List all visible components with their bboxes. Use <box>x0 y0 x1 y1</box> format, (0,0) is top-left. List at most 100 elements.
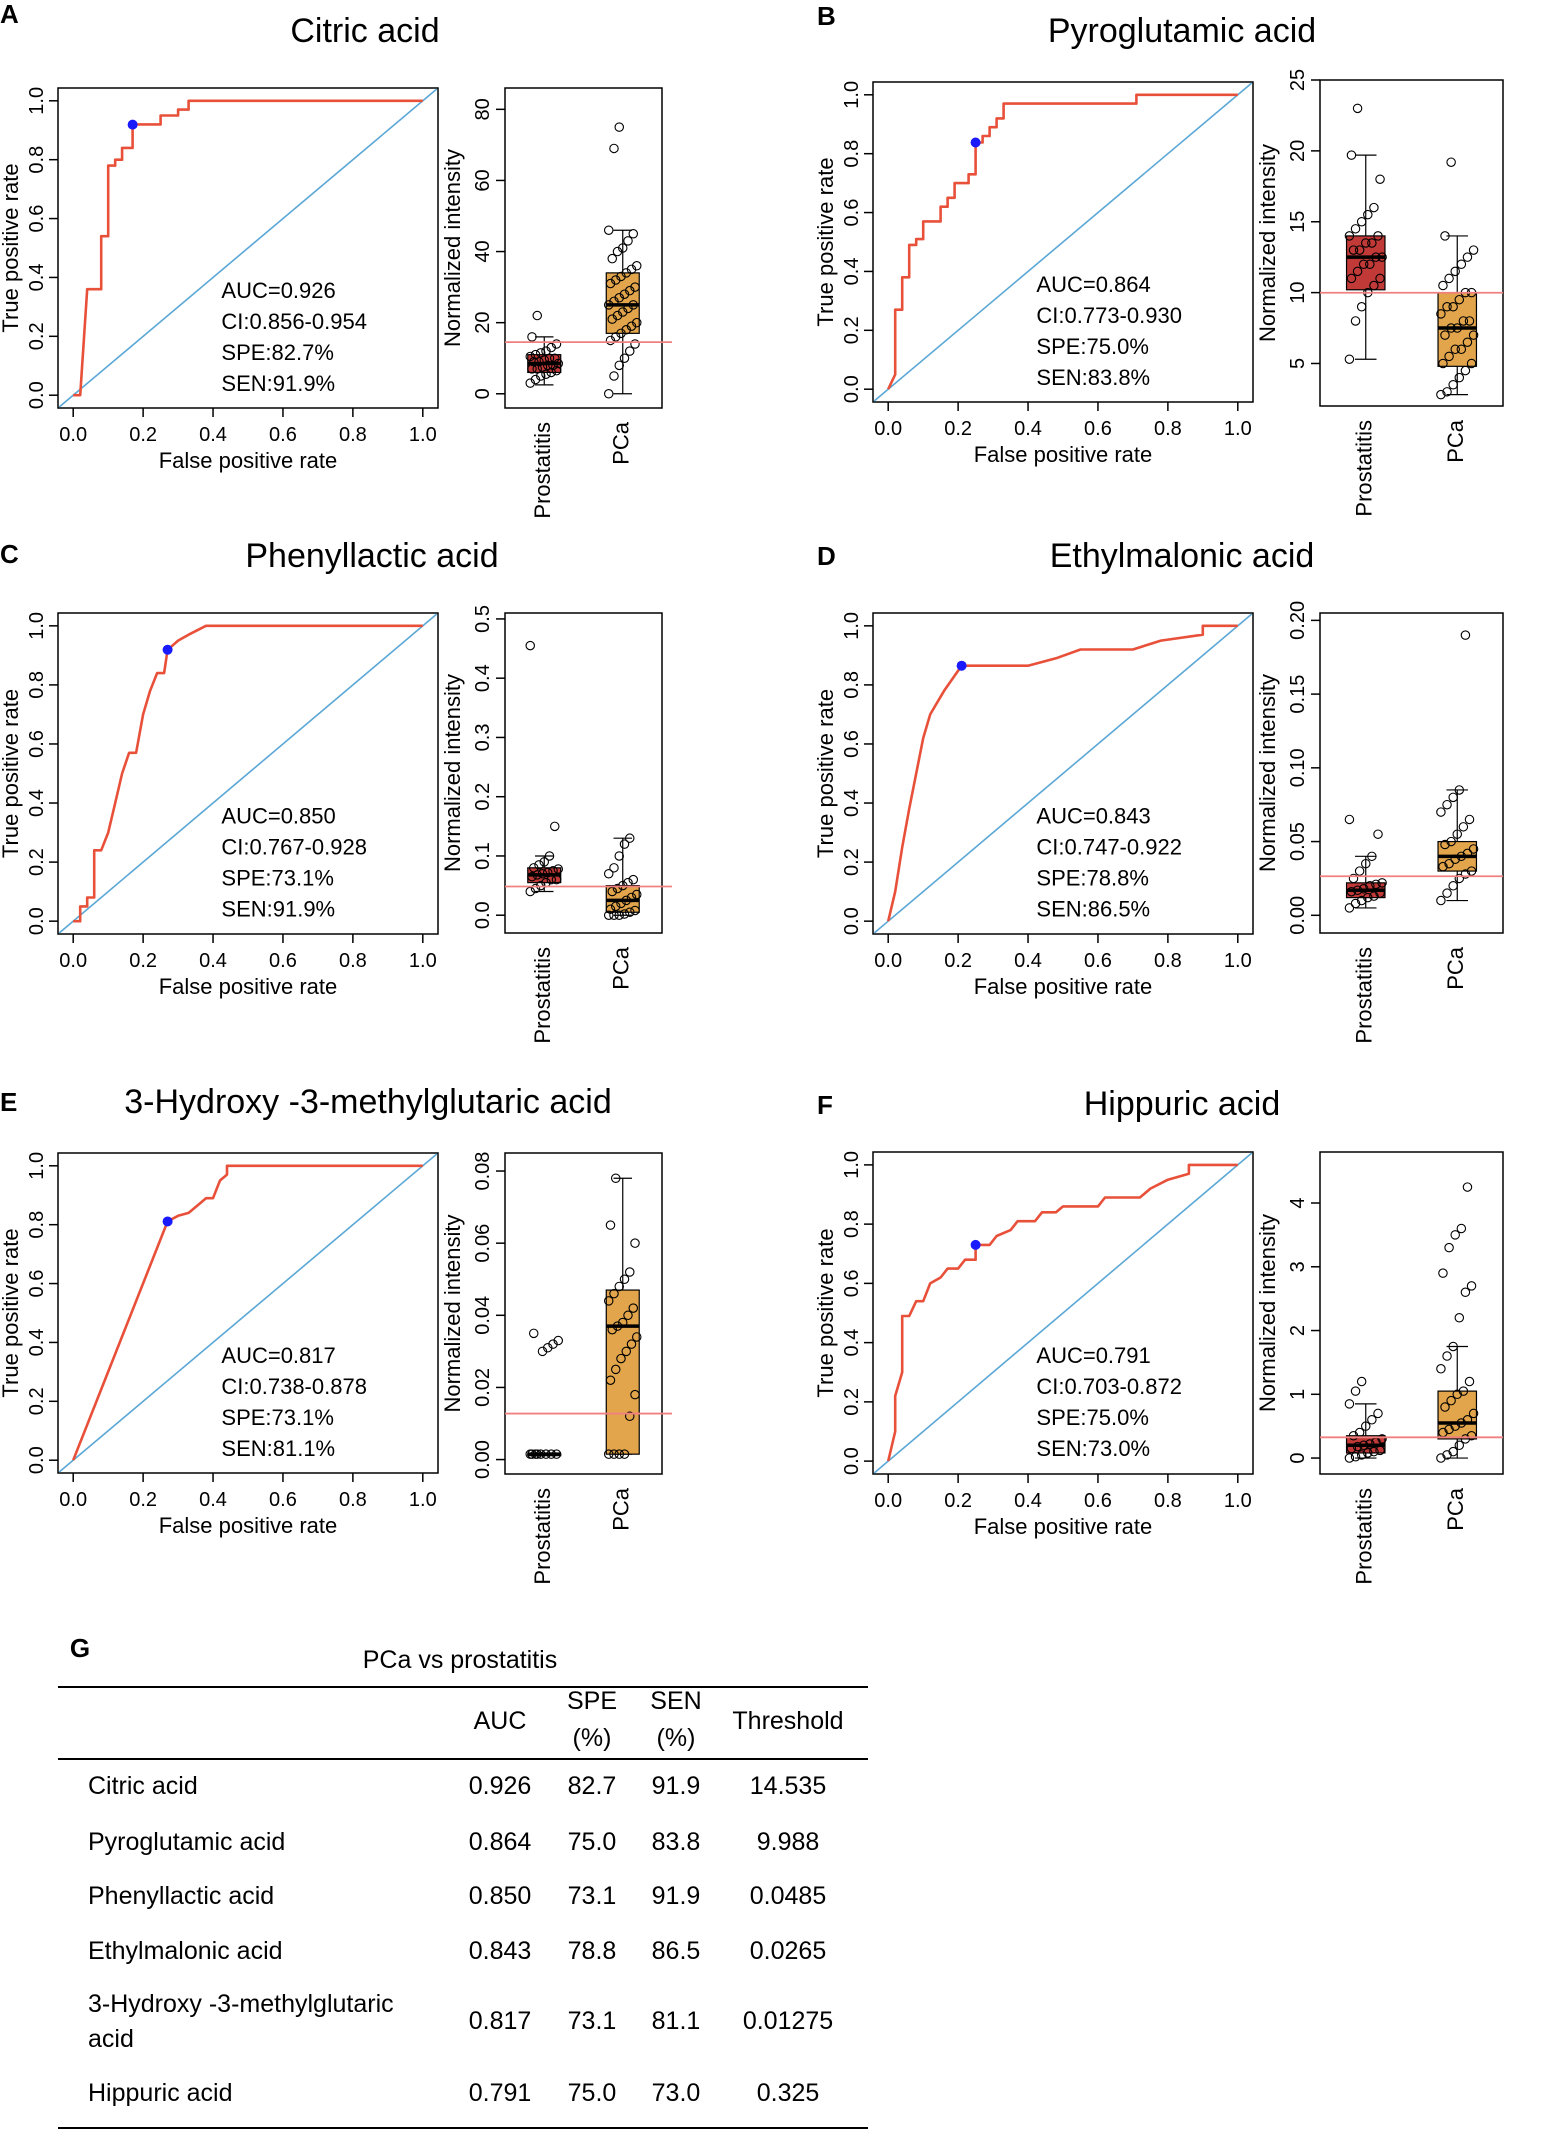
data-point <box>1462 1182 1473 1192</box>
data-point <box>609 1449 619 1459</box>
group-label: PCa <box>1443 1487 1468 1531</box>
group-label: Prostatitis <box>1352 420 1377 517</box>
data-point <box>621 1346 632 1357</box>
data-point <box>1369 202 1379 213</box>
pca-box-group: PCa <box>1436 157 1479 463</box>
data-point <box>630 1389 640 1400</box>
data-point <box>628 874 639 885</box>
data-point <box>1442 799 1452 810</box>
data-point <box>1450 344 1460 355</box>
data-point <box>623 1310 633 1321</box>
threshold-cell: 0.0485 <box>750 1882 826 1910</box>
data-point <box>525 640 535 651</box>
y-tick-label: 0.02 <box>472 1368 494 1407</box>
y-tick-label: 0.00 <box>1287 896 1309 935</box>
spe-cell: 82.7 <box>568 1772 617 1800</box>
data-point <box>1350 316 1361 326</box>
data-point <box>1348 1430 1359 1441</box>
data-point <box>623 303 633 314</box>
data-point <box>1458 1386 1469 1396</box>
y-tick-label: 0.6 <box>841 199 863 227</box>
x-tick-label: 0.6 <box>269 950 297 972</box>
data-point <box>612 310 623 321</box>
data-point <box>1369 280 1379 291</box>
threshold-cell: 0.0265 <box>750 1937 826 1965</box>
data-point <box>1444 1424 1454 1435</box>
y-tick-label: 1.0 <box>841 1151 863 1179</box>
y-tick-label: 25 <box>1287 69 1309 91</box>
y-axis-label: Normalized intensity <box>440 674 465 872</box>
data-point <box>1354 866 1365 876</box>
x-axis-label: False positive rate <box>974 442 1153 467</box>
x-tick-label: 0.8 <box>1154 1490 1182 1512</box>
x-tick-label: 0.2 <box>129 950 157 972</box>
y-tick-label: 0.8 <box>841 671 863 699</box>
sen-cell: 73.0 <box>652 2079 701 2107</box>
data-point <box>1358 884 1369 894</box>
y-tick-label: 0.4 <box>26 264 48 292</box>
panel-letter: D <box>817 541 836 571</box>
E-boxplot: 0.00 0.02 0.04 0.06 0.08 Normalized intensity… <box>440 1152 672 1585</box>
data-point <box>632 261 642 271</box>
boxplot-frame <box>504 1152 663 1475</box>
data-point <box>1444 273 1454 284</box>
data-point <box>1456 259 1467 270</box>
data-point <box>528 863 539 873</box>
data-point <box>1454 372 1465 383</box>
data-point <box>1436 309 1446 319</box>
data-point <box>1344 814 1355 825</box>
table-row: Hippuric acid 0.791 75.0 73.0 0.325 <box>88 2079 819 2107</box>
data-point <box>1448 1341 1458 1352</box>
data-point <box>623 236 633 246</box>
data-point <box>1373 231 1383 241</box>
data-point <box>632 889 642 900</box>
pca-box-group: PCa <box>603 833 642 990</box>
y-tick-label: 0.00 <box>472 1440 494 1479</box>
data-point <box>626 1339 637 1349</box>
data-point <box>614 360 624 371</box>
auc-label: AUC=0.791 <box>1036 1343 1150 1368</box>
data-point <box>1464 316 1475 326</box>
data-point <box>1367 238 1377 248</box>
row-name: Pyroglutamic acid <box>88 1828 285 1856</box>
data-point <box>1448 302 1458 312</box>
prostatitis-box-group: Prostatitis <box>525 640 564 1044</box>
data-point <box>1466 1281 1477 1291</box>
data-point <box>548 866 558 876</box>
y-tick-label: 1 <box>1287 1389 1309 1400</box>
sen-cell: 83.8 <box>652 1828 701 1856</box>
data-point <box>617 243 628 253</box>
x-axis-label: False positive rate <box>974 974 1153 999</box>
data-point <box>546 342 557 353</box>
data-point <box>1438 1268 1448 1278</box>
data-point <box>605 904 616 915</box>
y-tick-label: 0.2 <box>26 322 48 350</box>
spe-label: SPE:73.1% <box>221 1405 334 1430</box>
x-tick-label: 0.0 <box>59 424 87 446</box>
A-roc-plot: 0.0 0.2 0.4 0.6 0.8 1.0 0.0 0.2 0.4 0.6 0.8 1.0 Fals… <box>0 87 439 473</box>
data-point <box>528 357 539 367</box>
spe-cell: 73.1 <box>568 2007 617 2035</box>
sen-label: SEN:86.5% <box>1036 897 1150 922</box>
data-point <box>1356 1450 1367 1460</box>
pca-box-group: PCa <box>1436 630 1479 990</box>
data-point <box>1448 792 1458 803</box>
data-point <box>610 332 621 342</box>
roc-plot-frame <box>872 1151 1254 1475</box>
results-table: G PCa vs prostatitis AUC SPE (%) SEN (%) Thresh… <box>58 1633 868 2129</box>
x-tick-label: 0.2 <box>129 1489 157 1511</box>
x-axis-label: False positive rate <box>159 448 338 473</box>
prostatitis-box-group: Prostatitis <box>1344 814 1387 1044</box>
auc-label: AUC=0.850 <box>221 804 335 829</box>
auc-label: AUC=0.843 <box>1036 804 1150 829</box>
data-point <box>610 901 621 912</box>
boxplot-frame <box>1319 79 1504 407</box>
data-point <box>1458 316 1469 326</box>
row-name: Hippuric acid <box>88 2079 233 2107</box>
y-tick-label: 0 <box>472 388 494 399</box>
y-tick-label: 4 <box>1287 1197 1309 1208</box>
data-point <box>528 1328 539 1339</box>
x-tick-label: 0.8 <box>339 950 367 972</box>
data-point <box>1438 358 1448 369</box>
panel-title: 3-Hydroxy -3-methylglutaric acid <box>124 1083 612 1121</box>
